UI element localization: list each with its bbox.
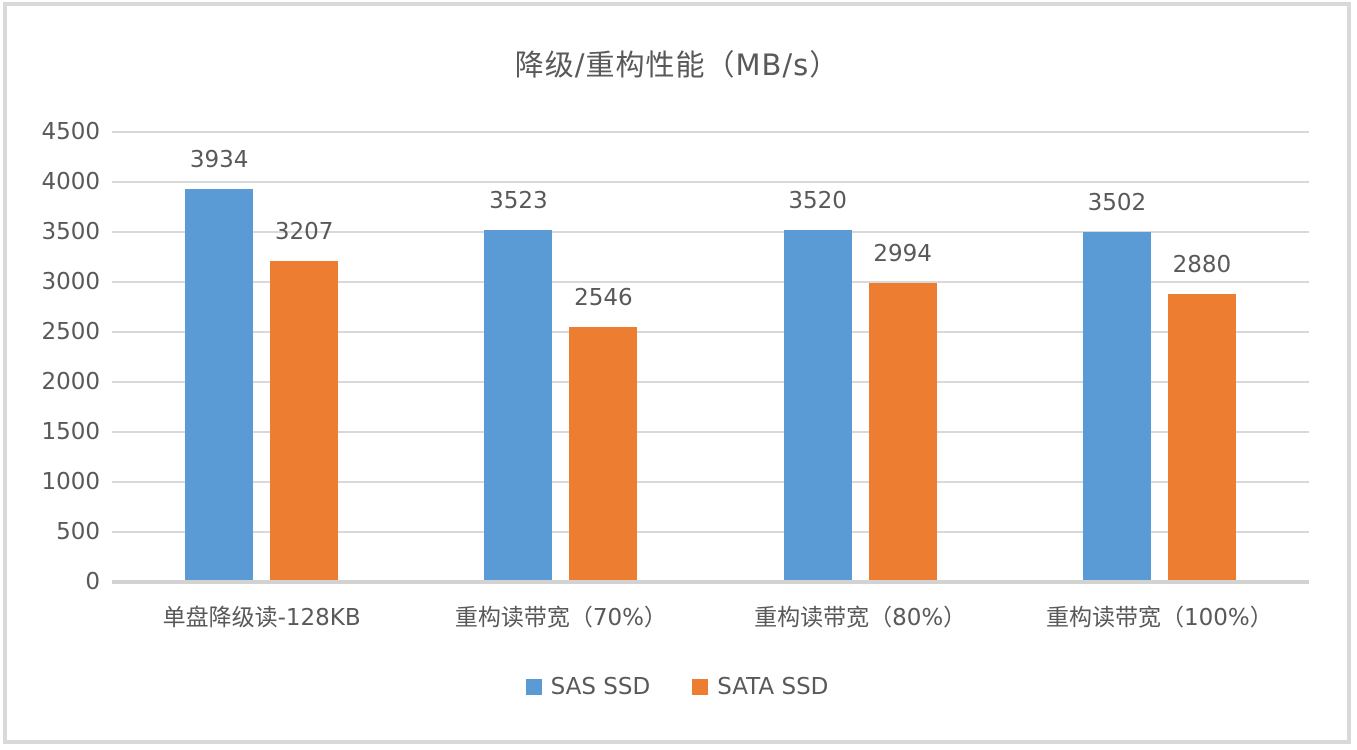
data-label: 2880: [1172, 252, 1232, 278]
x-axis-line: [112, 580, 1309, 584]
data-label: 3934: [189, 146, 249, 173]
bar-sata-ssd: [569, 327, 638, 582]
y-axis-labels: 0 500 1000 1500 2000 2500 3000 3500 4000 4500: [7, 119, 100, 595]
bar-group: 3502 2880: [1010, 132, 1309, 582]
y-tick-label: 4000: [41, 169, 100, 195]
gridline: [112, 431, 1309, 433]
gridline: [112, 381, 1309, 383]
y-tick-label: 4500: [41, 119, 100, 145]
data-label: 2994: [873, 240, 932, 267]
x-category-label: 重构读带宽（100%）: [1045, 605, 1273, 631]
data-label: 3523: [489, 187, 548, 214]
data-label: 3502: [1087, 189, 1147, 216]
y-tick-label: 1000: [41, 469, 100, 495]
gridline: [112, 331, 1309, 333]
data-label: 3520: [788, 188, 847, 214]
legend-swatch-icon: [692, 679, 709, 695]
y-tick-label: 2000: [41, 369, 100, 395]
y-tick-label: 0: [85, 569, 100, 595]
y-tick-label: 500: [56, 519, 100, 545]
gridline: [112, 181, 1309, 183]
gridline: [112, 481, 1309, 483]
legend-item-sas-ssd: SAS SSD: [525, 674, 651, 700]
y-tick-label: 3500: [41, 219, 100, 245]
gridline: [112, 281, 1309, 283]
bar-sata-ssd: [1167, 294, 1236, 582]
data-label: 2546: [574, 285, 633, 312]
bar-sas-ssd: [185, 188, 254, 582]
bar-sas-ssd: [484, 229, 553, 582]
bar-sas-ssd: [783, 230, 852, 582]
gridline: [112, 531, 1309, 533]
plot-area: 3934 3207 单盘降级读-128KB 3523 2546 重构读带宽（70%） 352…: [112, 131, 1309, 631]
bar-group: 3520 2994: [711, 132, 1010, 582]
legend-item-sata-ssd: SATA SSD: [692, 674, 828, 700]
legend-label: SATA SSD: [717, 674, 829, 700]
bar-group: 3523 2546: [411, 132, 710, 582]
y-tick-label: 2500: [41, 319, 100, 345]
legend: SAS SSD SATA SSD: [7, 674, 1347, 700]
chart-panel: 降级/重构性能（MB/s） 0 500 1000 1500 2000 2500 3000 35…: [3, 2, 1351, 744]
x-category-label: 单盘降级读-128KB: [162, 605, 361, 631]
data-label: 3207: [274, 219, 334, 246]
legend-label: SAS SSD: [550, 674, 651, 700]
y-tick-label: 1500: [41, 419, 100, 445]
bar-sas-ssd: [1082, 231, 1151, 582]
chart-title: 降级/重构性能（MB/s）: [514, 48, 840, 82]
y-tick-label: 3000: [41, 269, 100, 295]
bar-sata-ssd: [270, 261, 339, 582]
bar-sata-ssd: [868, 282, 937, 582]
gridline: [112, 231, 1309, 233]
x-category-label: 重构读带宽（70%）: [454, 605, 667, 631]
legend-swatch-icon: [525, 679, 542, 695]
x-category-label: 重构读带宽（80%）: [754, 605, 967, 631]
gridline: [112, 131, 1309, 133]
bar-group: 3934 3207: [112, 132, 411, 582]
